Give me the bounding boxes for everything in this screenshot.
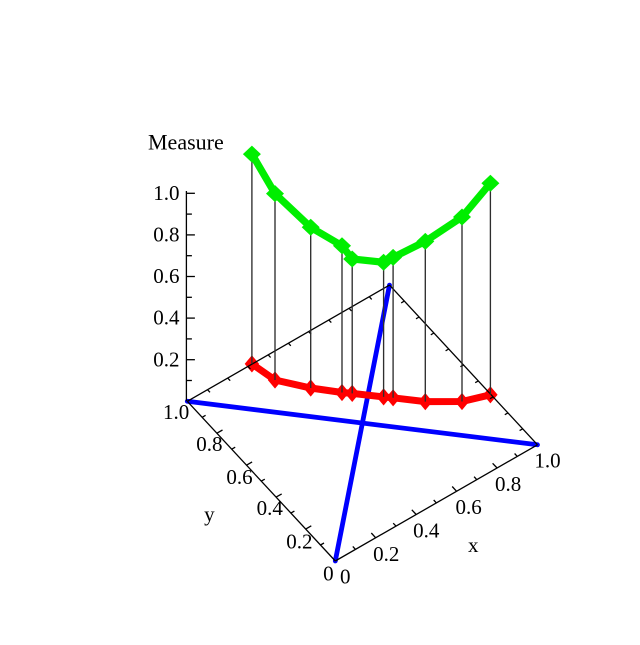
svg-text:1.0: 1.0 xyxy=(534,448,560,472)
svg-text:x: x xyxy=(468,533,479,557)
svg-text:0.2: 0.2 xyxy=(153,347,179,371)
svg-text:0.6: 0.6 xyxy=(226,465,252,489)
svg-text:0.8: 0.8 xyxy=(495,472,521,496)
svg-text:0.4: 0.4 xyxy=(413,519,440,543)
svg-text:0.8: 0.8 xyxy=(196,432,222,456)
svg-text:0.6: 0.6 xyxy=(153,264,179,288)
svg-text:0.8: 0.8 xyxy=(153,223,179,247)
svg-text:0.4: 0.4 xyxy=(153,306,180,330)
svg-text:0.6: 0.6 xyxy=(455,495,481,519)
svg-text:y: y xyxy=(204,502,215,526)
svg-text:0.2: 0.2 xyxy=(373,542,399,566)
svg-text:0.2: 0.2 xyxy=(286,529,312,553)
svg-text:0.4: 0.4 xyxy=(257,496,284,520)
svg-text:1.0: 1.0 xyxy=(163,400,189,424)
svg-text:0: 0 xyxy=(323,562,334,586)
svg-text:0: 0 xyxy=(340,564,351,588)
svg-text:1.0: 1.0 xyxy=(153,181,179,205)
svg-text:Measure: Measure xyxy=(148,130,224,155)
